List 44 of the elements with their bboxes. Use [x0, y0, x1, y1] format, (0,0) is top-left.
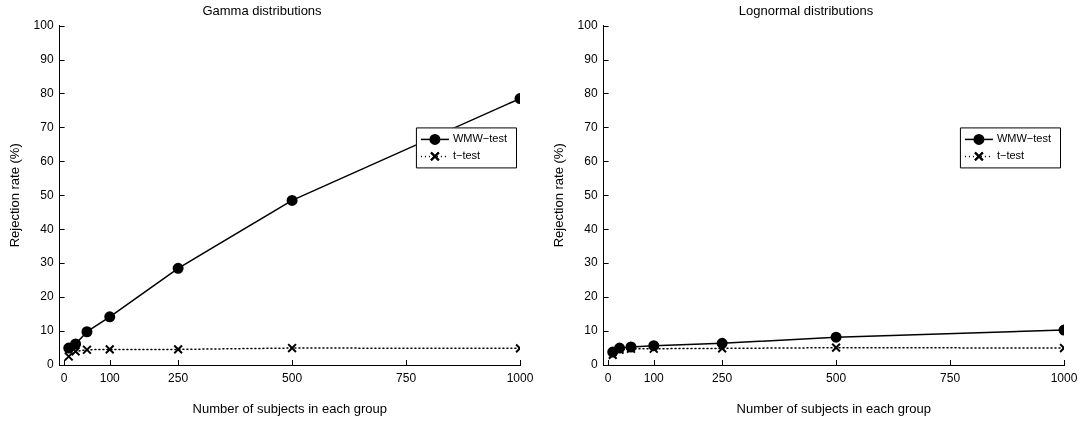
y-tick-label: 20	[584, 289, 598, 304]
legend-label: WMW−test	[996, 132, 1052, 145]
y-tick-label: 30	[584, 255, 598, 270]
x-tick-label: 250	[168, 370, 189, 385]
legend-label: WMW−test	[452, 132, 508, 145]
y-axis-title: Rejection rate (%)	[551, 143, 567, 248]
y-tick-label: 80	[40, 85, 54, 100]
x-tick-label: 1000	[506, 370, 534, 385]
x-axis-title: Number of subjects in each group	[736, 400, 932, 416]
x-axis-title: Number of subjects in each group	[192, 400, 388, 416]
y-tick-label: 40	[40, 221, 54, 236]
y-tick-label: 40	[584, 221, 598, 236]
x-tick-label: 750	[396, 370, 417, 385]
y-axis-title: Rejection rate (%)	[7, 143, 23, 248]
chart-title: Gamma distributions	[202, 3, 323, 19]
y-tick-label: 60	[584, 153, 598, 168]
y-tick-label: 10	[40, 323, 54, 338]
x-tick-label: 500	[282, 370, 303, 385]
y-tick-label: 70	[40, 119, 54, 134]
x-tick-label: 100	[643, 370, 665, 385]
y-tick-label: 50	[40, 187, 54, 202]
y-tick-label: 20	[40, 289, 54, 304]
y-tick-label: 0	[46, 357, 54, 372]
x-tick-label: 250	[712, 370, 733, 385]
x-tick-label: 100	[99, 370, 121, 385]
chart-title: Lognormal distributions	[738, 3, 874, 19]
x-tick-label: 1000	[1050, 370, 1078, 385]
y-tick-label: 70	[584, 119, 598, 134]
x-tick-label: 0	[60, 370, 68, 385]
y-tick-label: 80	[584, 85, 598, 100]
y-tick-label: 10	[584, 323, 598, 338]
y-tick-label: 100	[33, 17, 54, 32]
y-tick-label: 90	[40, 51, 54, 66]
y-tick-label: 60	[40, 153, 54, 168]
x-tick-label: 500	[826, 370, 847, 385]
x-tick-label: 0	[604, 370, 612, 385]
y-tick-label: 90	[584, 51, 598, 66]
legend-label: t−test	[996, 149, 1025, 162]
y-tick-label: 100	[577, 17, 598, 32]
y-tick-label: 30	[40, 255, 54, 270]
legend-label: t−test	[452, 149, 481, 162]
y-tick-label: 50	[584, 187, 598, 202]
y-tick-label: 0	[590, 357, 598, 372]
x-tick-label: 750	[940, 370, 961, 385]
